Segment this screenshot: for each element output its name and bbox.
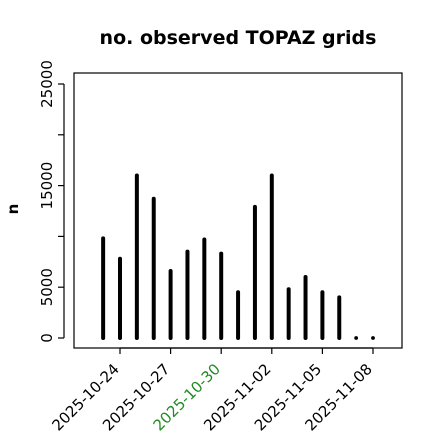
bar	[371, 336, 375, 340]
bar	[354, 336, 359, 340]
y-tick-label: 15000	[38, 162, 56, 210]
y-tick-label: 5000	[38, 268, 56, 306]
y-axis: 0 5000 15000 25000	[38, 60, 65, 343]
chart-title: no. observed TOPAZ grids	[100, 27, 377, 49]
bars	[101, 173, 375, 340]
y-tick-label: 0	[38, 333, 56, 343]
y-tick-label: 25000	[38, 60, 56, 108]
y-axis-label: n	[4, 204, 22, 215]
x-axis: 2025-10-242025-10-272025-10-302025-11-02…	[48, 347, 376, 434]
